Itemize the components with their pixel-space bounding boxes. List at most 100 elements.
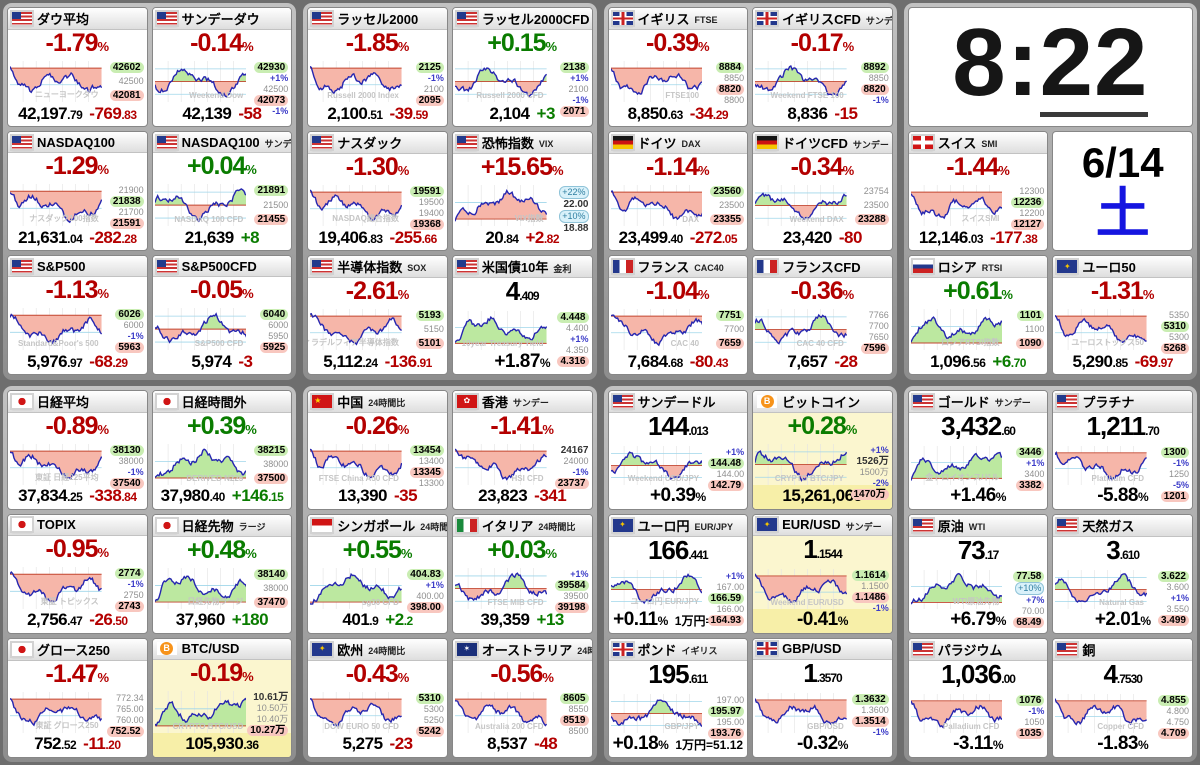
sparkline-chart: Australia 200 CFD: [454, 691, 547, 733]
market-tile-nasdaq100-sunday[interactable]: NASDAQ100 サンデー +0.04% NASDAQ 100 CFD 218…: [151, 131, 293, 252]
market-tile-uk-ftse[interactable]: イギリス FTSE -0.39% FTSE100 8884 8850 8820 880…: [607, 7, 749, 128]
market-tile-eur-jpy[interactable]: ✦ ユーロ円 EUR/JPY 166.441 ユーロ円 EUR/JPY +1% 1…: [607, 513, 749, 634]
tile-header: ✦ ユーロ円 EUR/JPY: [608, 514, 748, 537]
quote-value: 1,036.00: [941, 658, 1016, 689]
market-tile-sp500[interactable]: S&P500 -1.13% Standard&Poor's 500 6026 60…: [7, 255, 148, 376]
axis-label: 38140: [254, 568, 289, 580]
current-value: 37,980.40: [160, 486, 226, 506]
market-tile-sunday-dow[interactable]: サンデーダウ -0.14% Weekend Dow 42930 +1% 42500 4…: [151, 7, 293, 128]
current-value: 5,974: [191, 351, 232, 371]
axis-label: 21891: [254, 185, 289, 197]
axis-label: 3.550: [1166, 603, 1189, 614]
market-tile-wti[interactable]: 原油 WTI 73.17 WTI原油先物 77.58 +10% +7% 70.00 68…: [907, 513, 1049, 634]
tile-header: NASDAQ100 サンデー: [152, 132, 291, 154]
market-tile-uk-cfd[interactable]: イギリスCFD サンデー -0.17% Weekend FTSE 100 889…: [752, 7, 893, 128]
axis-label: 7659: [715, 338, 745, 350]
market-tile-gold[interactable]: ゴールド サンデー 3,432.60 金トロイオンス/ドル 3446 +1% 340…: [907, 389, 1049, 510]
market-tile-germany-dax[interactable]: ドイツ DAX -1.14% DAX 23560 23500 23355 23,49…: [607, 131, 749, 252]
axis-label: 4.750: [1166, 716, 1189, 727]
market-tile-bitcoin-jpy[interactable]: B ビットコイン +0.28% CRYPTO BTC/JPY +1% 1526万 1…: [752, 389, 893, 510]
market-tile-gbp-jpy[interactable]: ポンド イギリス 195.611 GBP/JPY 197.00 195.97 195…: [607, 637, 749, 758]
market-tile-nikkei-afterhours[interactable]: 日経時間外 +0.39% DERIVED N225 38215 38000 3750…: [151, 389, 293, 510]
axis-label: 37500: [254, 472, 289, 484]
tile-title: スイス: [937, 136, 977, 152]
us-flag-icon: [912, 518, 933, 532]
market-tile-sunday-dollar[interactable]: サンデードル 144.013 Weekend USD/JPY +1% 144.48…: [607, 389, 749, 510]
axis-label: 4.800: [1166, 705, 1189, 716]
current-value: 8,537: [487, 734, 528, 754]
tile-title: 日経平均: [37, 394, 90, 410]
market-tile-singapore[interactable]: シンガポール 24時間比 +0.55% sg30 CFD 404.83+1%40…: [307, 513, 448, 634]
market-tile-nikkei-futures[interactable]: 日経先物 ラージ +0.48% 日経先物ラージ 38140 38000 37470 …: [151, 513, 293, 634]
market-tile-italy[interactable]: イタリア 24時間比 +0.03% FTSE MIB CFD +1% 39584 3…: [451, 513, 593, 634]
market-tile-china[interactable]: ★ 中国 24時間比 -0.26% FTSE China A50 CFD 134…: [307, 389, 448, 510]
market-tile-france-cfd[interactable]: フランスCFD -0.36% CAC 40 CFD 7766 7700 7650 75…: [752, 255, 893, 376]
axis-label: 195.00: [716, 716, 745, 727]
current-value: +0.18%: [612, 733, 669, 755]
market-tile-eur-usd[interactable]: ✦ EUR/USD サンデー 1.1544 Weekend EUR/USD 1.…: [752, 513, 893, 634]
tile-header: サンデーダウ: [152, 8, 292, 30]
axis-label: 144.48: [707, 457, 745, 469]
percent-change: +0.04%: [187, 152, 257, 181]
market-tile-gbp-usd[interactable]: GBP/USD 1.3570 GBP/USD 1.3632 1.3600 1.351…: [752, 637, 893, 758]
market-tile-topix[interactable]: TOPIX -0.95% 東証 トピックス 2774 -1% 2750 2743 2,…: [7, 513, 148, 634]
axis-label: 37540: [109, 477, 144, 489]
current-value: +0.11%: [613, 609, 668, 631]
mini-chart: FTSE100 8884 8850 8820 8800: [609, 60, 748, 105]
value-change: -23: [389, 734, 414, 754]
tile-title: イタリア: [481, 518, 534, 534]
axis-label: -1%: [872, 726, 889, 737]
tile-title: フランス: [637, 260, 690, 276]
mini-chart: Russell 2000 Index 2125 -1% 2100 2095: [308, 60, 447, 106]
market-tile-nasdaq[interactable]: ナスダック -1.30% NASDAQ総合指数 19591 19500 19400 1…: [307, 131, 448, 252]
tile-title: ロシア: [937, 260, 977, 276]
market-tile-germany-cfd[interactable]: ドイツCFD サンデー -0.34% Weekend DAX 23754 2350…: [752, 131, 893, 252]
axis-label: 6000: [268, 320, 289, 331]
axis-label: 23288: [854, 214, 889, 226]
market-tile-btc-usd[interactable]: B BTC/USD -0.19% CRYPTO BTC/USD 10.61万 10…: [151, 637, 293, 758]
market-tile-sp500cfd[interactable]: S&P500CFD -0.05% S&P500 CFD 6040 6000 5950…: [151, 255, 293, 376]
market-tile-dow[interactable]: ダウ平均 -1.79% ニューヨークダウ 42602 42500 42081 42,…: [7, 7, 148, 128]
us-flag-icon: [912, 642, 933, 656]
market-tile-euro50[interactable]: ✦ ユーロ50 -1.31% ユーロストックス50 5350 5310 5300 52…: [1052, 255, 1193, 376]
market-tile-hongkong[interactable]: ✿ 香港 サンデー -1.41% HSI CFD 24167 24000 -1% 23…: [451, 389, 593, 510]
axis-label: 5310: [415, 692, 444, 704]
tile-subtitle: SOX: [407, 263, 427, 274]
current-value: 20.84: [485, 227, 519, 247]
market-tile-platinum[interactable]: プラチナ 1,211.70 Platinum CFD 1300 -1% 1250 -5…: [1052, 389, 1193, 510]
axis-label: 13454: [410, 444, 444, 456]
axis-label: 21900: [118, 185, 144, 196]
market-tile-nasdaq100[interactable]: NASDAQ100 -1.29% ナスダック100指数 21900 21838 21…: [7, 131, 148, 252]
market-tile-sox[interactable]: 半導体指数 SOX -2.61% フィラデルフィア半導体指数 519351505…: [307, 255, 448, 376]
tile-footer: 2,756.47 -26.50: [8, 609, 147, 633]
tile-header: ラッセル2000: [308, 8, 447, 30]
chart-axis-labels: 2138 +1% 2100 -1% 2071: [547, 61, 591, 117]
au-flag-icon: ✶: [456, 642, 477, 656]
market-tile-swiss-smi[interactable]: スイス SMI -1.44% スイスSMI 12300 12236 12200 121…: [907, 131, 1049, 252]
value-change: +6.70: [992, 351, 1026, 371]
market-tile-france-cac40[interactable]: フランス CAC40 -1.04% CAC 40 7751 7700 7659 7,…: [607, 255, 749, 376]
axis-label: 6000: [123, 320, 144, 331]
axis-label: -1%: [127, 466, 144, 477]
market-tile-russell2000[interactable]: ラッセル2000 -1.85% Russell 2000 Index 2125-…: [307, 7, 448, 128]
mini-chart: Palladium CFD 1076 -1% 1050 1035: [909, 693, 1048, 739]
market-tile-vix[interactable]: 恐怖指数 VIX +15.65% VIX指数 +22% 22.00 +10% 18.8…: [451, 131, 593, 252]
market-tile-growth250[interactable]: グロース250 -1.47% 東証 グロース250 772.34 765.00 76…: [7, 637, 148, 758]
market-tile-natural-gas[interactable]: 天然ガス 3.610 Natural Gas 3.622 3.600 +1% 3.55…: [1052, 513, 1193, 634]
axis-label: 7700: [868, 321, 889, 332]
sparkline-chart: ユーロ円 EUR/JPY: [610, 569, 703, 609]
axis-label: 8605: [560, 692, 589, 704]
mini-chart: NASDAQ総合指数 19591 19500 19400 19368: [308, 184, 447, 231]
value-change: -136.91: [384, 351, 433, 371]
market-tile-russia-rtsi[interactable]: ロシア RTSI +0.61% ロシアRTSI指数 1101 1100 1090 1…: [907, 255, 1049, 376]
market-tile-australia[interactable]: ✶ オーストラリア 24時間比 -0.56% Australia 200 CFD…: [451, 637, 593, 758]
market-tile-ust10y[interactable]: 米国債10年 金利 4.409 10year Treasury Yield 4.…: [451, 255, 593, 376]
market-tile-copper[interactable]: 銅 4.7530 Copper CFD 4.855 4.800 4.750 4.709…: [1052, 637, 1193, 758]
market-tile-russell2000cfd[interactable]: ラッセル2000CFD +0.15% Russell 2000 CFD 2138…: [451, 7, 593, 128]
market-tile-palladium[interactable]: パラジウム 1,036.00 Palladium CFD 1076 -1% 1050…: [907, 637, 1049, 758]
market-tile-europe-50[interactable]: ✦ 欧州 24時間比 -0.43% DOW EURO 50 CFD 5310 53…: [307, 637, 448, 758]
market-tile-nikkei[interactable]: 日経平均 -0.89% 東証 日経225平均 38130 38000 -1% 3754…: [7, 389, 148, 510]
chart-axis-labels: 7766 7700 7650 7596: [847, 309, 891, 355]
current-value: -1.83%: [1097, 733, 1149, 755]
chart-axis-labels: 404.83 +1% 400.00 398.00: [402, 568, 446, 613]
